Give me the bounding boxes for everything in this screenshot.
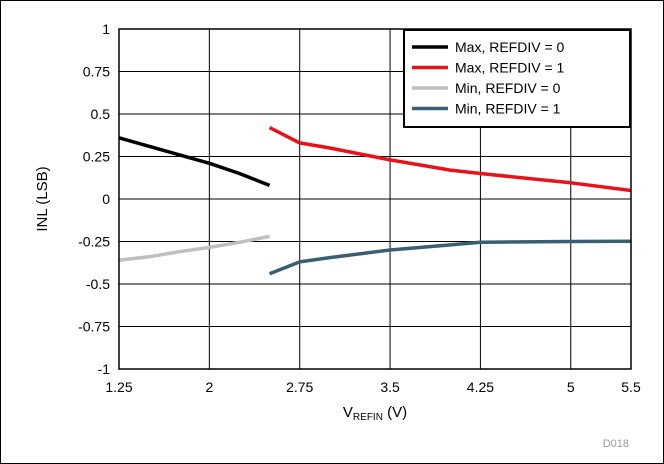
y-tick-label: -1 [98, 361, 111, 377]
x-tick-label: 3.5 [380, 379, 400, 395]
x-tick-label: 2.75 [286, 379, 313, 395]
y-tick-label: 1 [102, 21, 110, 37]
y-tick-label: 0 [102, 191, 110, 207]
y-tick-label: -0.75 [78, 319, 110, 335]
x-axis-label: VREFIN (V) [343, 404, 407, 423]
series-line-4 [268, 239, 632, 276]
y-tick-label: 0.5 [91, 106, 111, 122]
x-tick-label: 5.5 [621, 379, 641, 395]
x-axis-label-main: V [343, 404, 353, 421]
plot-border [118, 28, 632, 370]
grid [119, 29, 631, 369]
x-tick-label: 1.25 [105, 379, 132, 395]
x-tick-label: 4.25 [467, 379, 494, 395]
legend-label: Max, REFDIV = 0 [455, 39, 565, 55]
x-axis-label-unit: (V) [383, 404, 407, 421]
x-tick-label: 2 [205, 379, 213, 395]
y-tick-label: 0.75 [83, 64, 110, 80]
y-tick-label: -0.5 [86, 276, 110, 292]
y-tick-label: 0.25 [83, 149, 110, 165]
figure-id-annotation: D018 [603, 438, 629, 450]
x-tick-labels: 1.25 2 2.75 3.5 4.25 5 5.5 [105, 379, 641, 395]
y-axis-label: INL (LSB) [34, 166, 51, 231]
legend-label: Min, REFDIV = 1 [455, 101, 561, 117]
series-lines [118, 126, 632, 276]
legend: Max, REFDIV = 0 Max, REFDIV = 1 Min, REFDI… [403, 29, 631, 128]
series-line-1 [118, 136, 271, 188]
y-tick-labels: -1 -0.75 -0.5 -0.25 0 0.25 0.5 0.75 1 [78, 21, 110, 377]
series-line-2 [268, 126, 632, 193]
series-line-3 [118, 234, 270, 262]
x-axis-label-subscript: REFIN [353, 412, 383, 423]
legend-label: Max, REFDIV = 1 [455, 60, 565, 76]
y-tick-label: -0.25 [78, 234, 110, 250]
x-tick-label: 5 [567, 379, 575, 395]
legend-label: Min, REFDIV = 0 [455, 80, 561, 96]
